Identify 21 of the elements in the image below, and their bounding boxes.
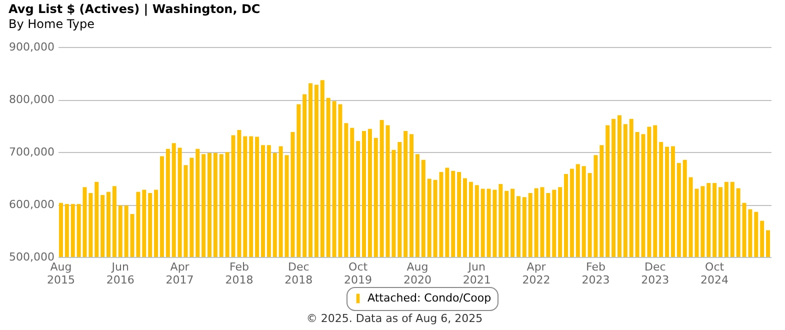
y-tick-label: 600,000 bbox=[9, 198, 54, 211]
y-tick-label: 700,000 bbox=[9, 146, 54, 158]
x-tick-label: Dec 2018 bbox=[284, 260, 313, 286]
x-tick-label: Jun 2021 bbox=[462, 260, 491, 286]
x-tick-label: Aug 2015 bbox=[46, 260, 75, 286]
y-tick-label: 500,000 bbox=[9, 250, 54, 264]
y-tick-label: 900,000 bbox=[9, 40, 54, 54]
y-tick-label: 800,000 bbox=[9, 93, 54, 106]
x-tick-label: Dec 2023 bbox=[641, 260, 670, 286]
x-tick-label: Jun 2016 bbox=[106, 260, 134, 286]
x-tick-label: Feb 2018 bbox=[225, 260, 254, 286]
x-tick-label: Feb 2023 bbox=[582, 260, 610, 286]
text: © 2025. Data as of Aug 6, 2025 bbox=[306, 312, 483, 325]
x-tick-label: Apr 2017 bbox=[166, 260, 194, 286]
x-tick-label: Oct 2024 bbox=[700, 260, 729, 286]
chart-title: Avg List $ (Actives) | Washington, DC bbox=[8, 2, 260, 16]
legend-label: Attached: Condo/Coop bbox=[368, 292, 492, 304]
chart-subtitle: By Home Type bbox=[8, 17, 94, 31]
x-tick-label: Aug 2020 bbox=[403, 260, 432, 286]
x-tick-label: Apr 2022 bbox=[522, 260, 550, 286]
x-tick-label: Oct 2019 bbox=[344, 260, 372, 286]
